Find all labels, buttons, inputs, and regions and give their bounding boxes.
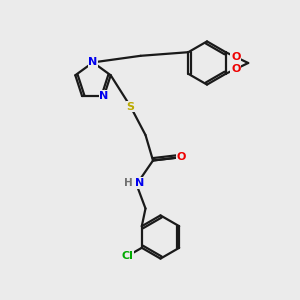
Text: N: N xyxy=(136,178,145,188)
Text: H: H xyxy=(124,178,133,188)
Text: S: S xyxy=(127,101,134,112)
Text: N: N xyxy=(99,91,109,101)
Text: Cl: Cl xyxy=(122,251,134,261)
Text: O: O xyxy=(231,64,241,74)
Text: O: O xyxy=(177,152,186,163)
Text: O: O xyxy=(231,52,241,62)
Text: N: N xyxy=(88,57,98,68)
